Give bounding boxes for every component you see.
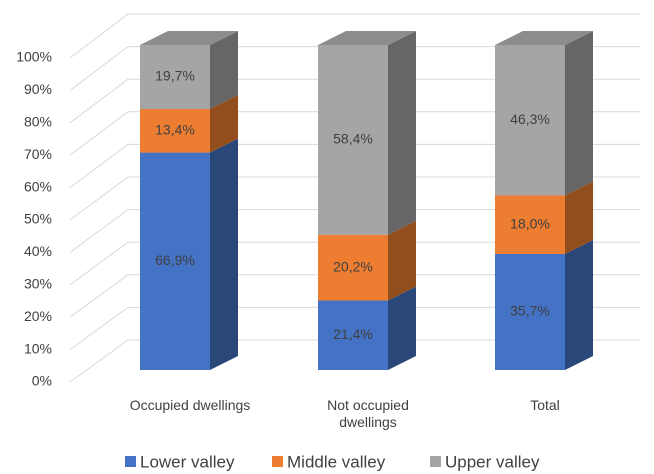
bar [318,45,388,235]
grid-line [69,111,640,156]
grid-line [69,241,640,286]
x-tick-label: Not occupied dwellings [327,397,409,430]
bar-side [565,239,593,370]
y-tick-label: 30% [24,276,52,292]
y-tick-label: 60% [24,178,52,194]
bar-top [318,31,416,45]
grid-line [69,176,640,221]
legend-swatch [272,456,283,467]
bar-top [495,31,593,45]
bar [318,234,388,301]
bar-top [140,31,238,45]
data-label: 19,7% [155,68,195,84]
data-label: 46,3% [510,111,550,127]
y-tick-label: 70% [24,146,52,162]
bar [318,300,388,370]
legend-label: Middle valley [287,452,386,471]
y-tick-label: 80% [24,114,52,130]
bar-side [565,31,593,196]
bar-side [210,138,238,370]
x-tick-label: Total [530,397,560,413]
y-tick-label: 10% [24,340,52,356]
grid-line [69,339,640,383]
y-tick-label: 0% [32,373,52,389]
grid-line [69,274,640,318]
data-label: 20,2% [333,258,373,274]
grid-line [69,209,640,253]
y-tick-label: 40% [24,243,52,259]
bar [140,45,210,110]
grid-line [69,46,640,91]
bar-side [388,31,416,235]
y-tick-label: 90% [24,81,52,97]
x-tick-label: Occupied dwellings [129,397,251,413]
bar-side [388,220,416,301]
legend-swatch [430,456,441,467]
bar-side [210,95,238,153]
y-tick-label: 100% [16,49,52,65]
grid-line [69,13,640,59]
data-label: 13,4% [155,122,195,138]
grid-line [69,306,640,351]
y-tick-label: 50% [24,211,52,227]
data-label: 18,0% [510,215,550,231]
bar [495,195,565,254]
bar-side [565,181,593,254]
data-label: 35,7% [510,303,550,319]
data-label: 66,9% [155,252,195,268]
bar-side [210,31,238,110]
legend-label: Lower valley [140,452,235,471]
grid-line [69,78,640,124]
data-label: 58,4% [333,131,373,147]
bar-side [388,286,416,370]
y-tick-label: 20% [24,308,52,324]
bar [140,152,210,370]
legend-label: Upper valley [445,452,540,471]
grid-line [69,143,640,189]
data-label: 21,4% [333,326,373,342]
bar [495,253,565,370]
legend-swatch [125,456,136,467]
bar [495,45,565,196]
bar [140,109,210,153]
